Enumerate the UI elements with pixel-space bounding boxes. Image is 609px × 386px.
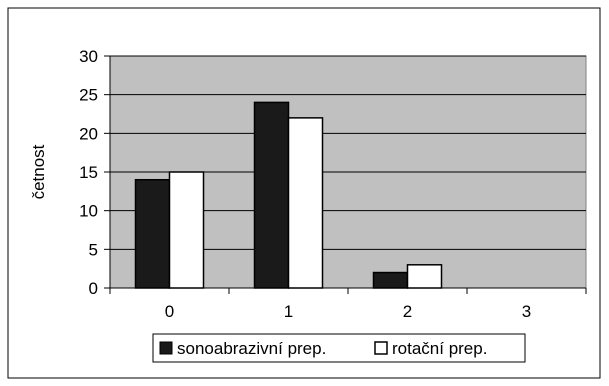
axes-group: [104, 55, 587, 294]
x-tick-label: 2: [403, 302, 412, 321]
y-axis-label: četnost: [29, 144, 48, 199]
bar-sonoabrazivni-1: [253, 101, 290, 289]
legend-box: [152, 333, 526, 363]
x-tick-label: 3: [522, 302, 531, 321]
y-tick-labels: 0 5 10 15 20 25 30: [79, 47, 98, 298]
legend-swatch-rotacni: [374, 341, 388, 355]
y-tick-label: 0: [89, 279, 98, 298]
y-tick-label: 5: [89, 240, 98, 259]
y-tick-label: 20: [79, 124, 98, 143]
legend-swatch-sonoabrazivni: [159, 341, 173, 355]
y-tick-label: 30: [79, 47, 98, 66]
legend: sonoabrazivní prep. rotační prep.: [152, 333, 526, 363]
y-tick-label: 10: [79, 202, 98, 221]
x-tick-labels: 0 1 2 3: [165, 302, 531, 321]
bar-sonoabrazivni-2: [372, 271, 409, 289]
x-tick-label: 1: [284, 302, 293, 321]
bar-rotacni-2: [406, 264, 443, 289]
bar-rotacni-0: [168, 171, 205, 289]
bar-rotacni-1: [287, 117, 324, 289]
x-tick-label: 0: [165, 302, 174, 321]
legend-label-sonoabrazivni: sonoabrazivní prep.: [177, 339, 326, 358]
bar-sonoabrazivni-0: [134, 178, 171, 289]
bars-group: [134, 101, 443, 289]
legend-label-rotacni: rotační prep.: [392, 339, 487, 358]
y-tick-label: 25: [79, 86, 98, 105]
y-tick-label: 15: [79, 163, 98, 182]
